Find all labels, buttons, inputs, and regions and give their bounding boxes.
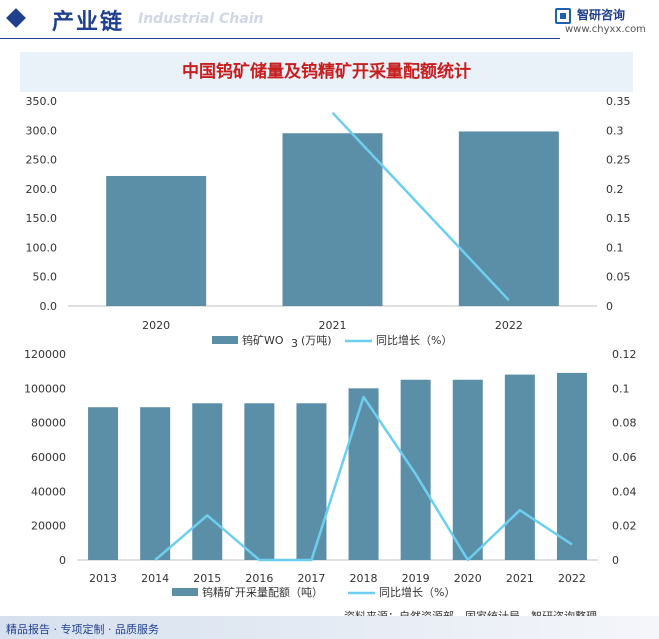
y-right-tick-label: 0.02 [612, 520, 637, 533]
chart-title-bar: 中国钨矿储量及钨精矿开采量配额统计 [20, 52, 633, 92]
y-right-tick-label: 0.1 [606, 241, 624, 254]
y-left-tick-label: 100.0 [26, 241, 58, 254]
x-tick-label: 2016 [245, 572, 273, 585]
x-tick-label: 2013 [89, 572, 117, 585]
y-left-tick-label: 40000 [31, 485, 66, 498]
x-tick-label: 2021 [506, 572, 534, 585]
y-right-tick-label: 0.04 [612, 485, 637, 498]
y-right-tick-label: 0 [612, 554, 619, 567]
y-left-tick-label: 20000 [31, 520, 66, 533]
legend-label-line: 同比增长（%） [379, 585, 455, 599]
bar [400, 379, 431, 560]
legend-swatch-bar [212, 336, 238, 344]
chart-title: 中国钨矿储量及钨精矿开采量配额统计 [182, 62, 471, 82]
y-right-tick-label: 0 [606, 300, 613, 313]
y-right-tick-label: 0.35 [606, 95, 631, 108]
y-right-tick-label: 0.12 [612, 348, 637, 361]
y-left-tick-label: 250.0 [26, 154, 58, 167]
x-tick-label: 2021 [319, 319, 347, 332]
bar [244, 403, 275, 560]
brand-logo[interactable]: 智研咨询 www.chyxx.com [555, 6, 651, 36]
bar [458, 131, 559, 306]
legend-label-bar: 钨精矿开采量配额（吨） [202, 586, 323, 599]
bar [282, 133, 383, 306]
header-divider [0, 38, 560, 39]
legend-label-line: 同比增长（%） [376, 333, 452, 347]
y-left-tick-label: 50.0 [33, 271, 58, 284]
x-tick-label: 2022 [495, 319, 523, 332]
y-right-tick-label: 0.05 [606, 271, 631, 284]
y-left-tick-label: 350.0 [26, 95, 58, 108]
bar [296, 403, 327, 560]
y-left-tick-label: 200.0 [26, 183, 58, 196]
bar [504, 374, 535, 560]
y-right-tick-label: 0.2 [606, 183, 624, 196]
bar [556, 372, 587, 560]
y-right-tick-label: 0.08 [612, 417, 637, 430]
logo-name: 智研咨询 [577, 8, 626, 22]
growth-line [331, 111, 510, 301]
bar [106, 175, 207, 306]
legend-label-bar-unit: (万吨) [301, 334, 332, 347]
x-tick-label: 2014 [141, 572, 169, 585]
header: 产业链 Industrial Chain 智研咨询 www.chyxx.com [0, 0, 659, 40]
y-left-tick-label: 300.0 [26, 124, 58, 137]
y-left-tick-label: 100000 [24, 382, 66, 395]
logo-icon [555, 8, 571, 24]
bar [348, 388, 379, 560]
logo-url[interactable]: www.chyxx.com [565, 24, 646, 35]
x-tick-label: 2017 [297, 572, 325, 585]
y-left-tick-label: 0.0 [40, 300, 58, 313]
footer-slogan: 精品报告 · 专项定制 · 品质服务 [6, 623, 159, 636]
y-right-tick-label: 0.3 [606, 124, 624, 137]
legend-swatch-bar [172, 588, 198, 596]
footer-bar: 精品报告 · 专项定制 · 品质服务 [0, 616, 659, 639]
y-left-tick-label: 80000 [31, 417, 66, 430]
bar [88, 407, 119, 560]
legend-label-bar: 钨矿WO [242, 334, 284, 347]
y-left-tick-label: 150.0 [26, 212, 58, 225]
legend-subscript: 3 [291, 337, 298, 350]
bar [452, 379, 483, 560]
x-tick-label: 2018 [350, 572, 378, 585]
x-tick-label: 2019 [402, 572, 430, 585]
y-left-tick-label: 120000 [24, 348, 66, 361]
y-right-tick-label: 0.15 [606, 212, 631, 225]
x-tick-label: 2020 [142, 319, 170, 332]
y-left-tick-label: 60000 [31, 451, 66, 464]
y-left-tick-label: 0 [59, 554, 66, 567]
bar [192, 403, 223, 560]
x-tick-label: 2022 [558, 572, 586, 585]
x-tick-label: 2015 [193, 572, 221, 585]
y-right-tick-label: 0.1 [612, 382, 630, 395]
section-title: 产业链 [52, 10, 125, 35]
y-right-tick-label: 0.25 [606, 154, 631, 167]
y-right-tick-label: 0.06 [612, 451, 637, 464]
x-tick-label: 2020 [454, 572, 482, 585]
growth-line [154, 395, 573, 562]
bar [140, 407, 171, 560]
section-subtitle: Industrial Chain [138, 11, 264, 27]
